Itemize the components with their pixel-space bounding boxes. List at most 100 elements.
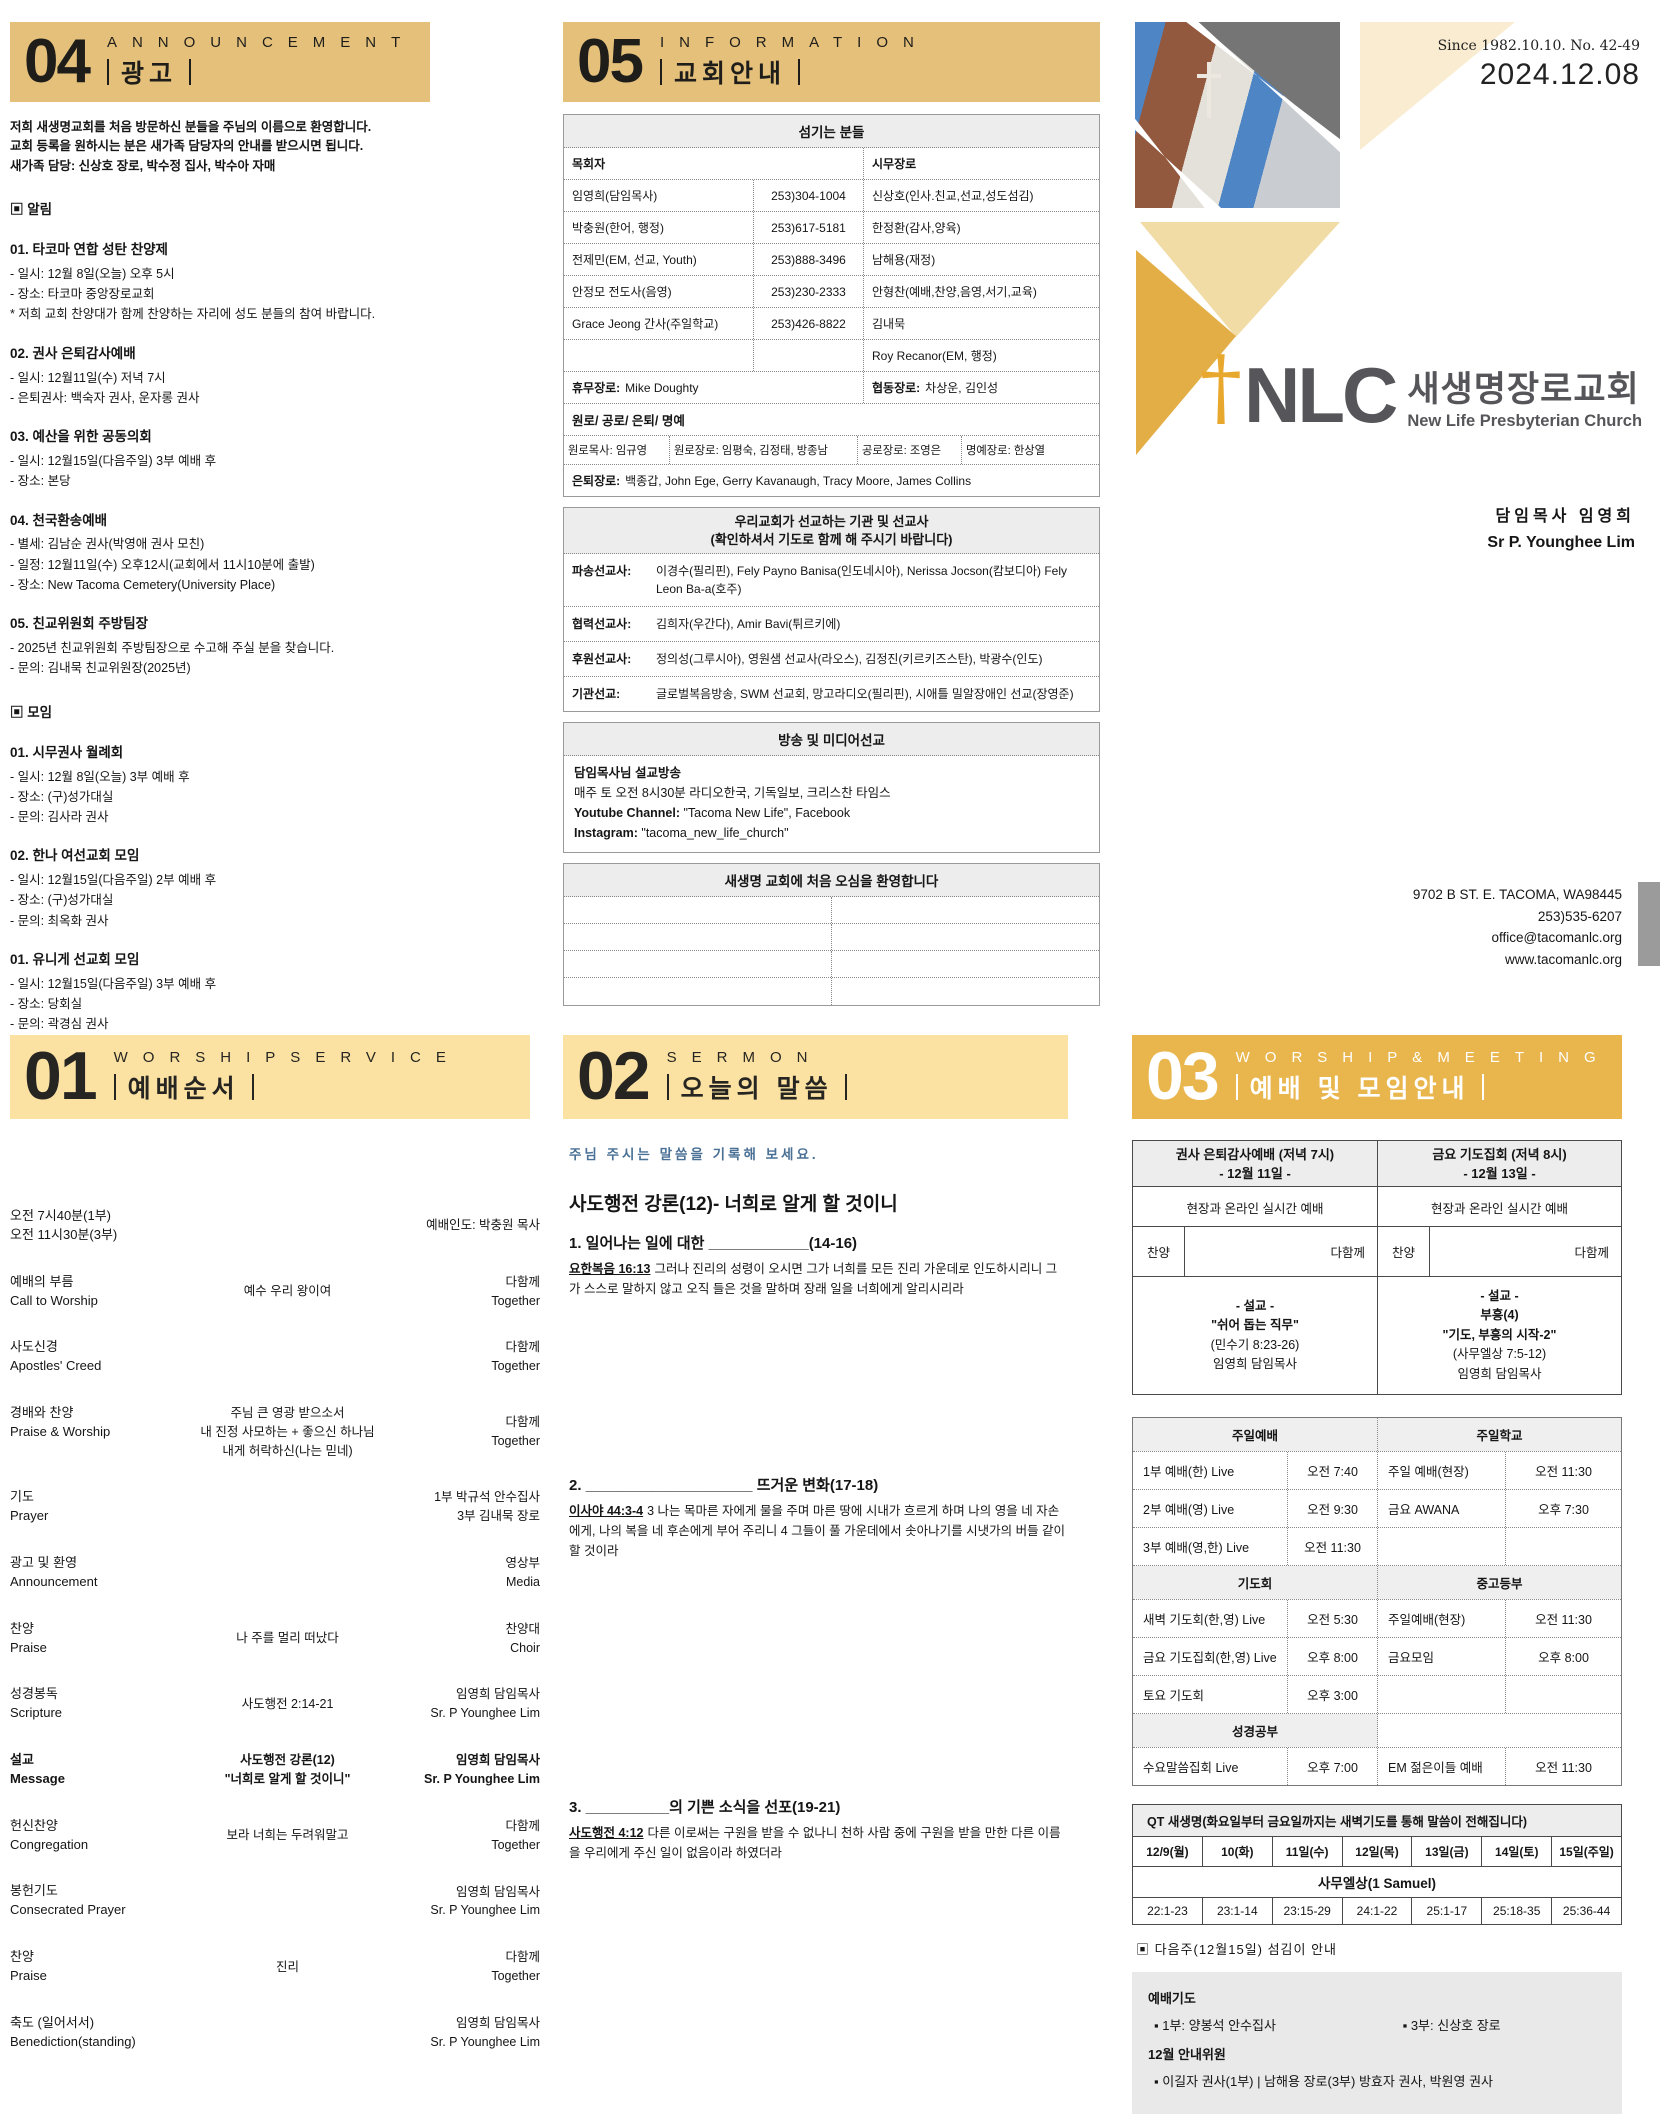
senior-pastor: 담임목사 임영희 Sr P. Younghee Lim	[1487, 504, 1635, 555]
special-services-table: 권사 은퇴감사예배 (저녁 7시) - 12월 11일 - 현장과 온라인 실시간…	[1132, 1140, 1622, 1395]
sermon-line: (사무엘상 7:5-12)	[1452, 1347, 1547, 1362]
notice-line: - 문의: 김내묵 친교위원장(2025년)	[10, 661, 191, 676]
praise-together: 다함께	[1574, 1246, 1609, 1260]
sermon-point-2: 2. ____________________ 뜨거운 변화(17-18)	[569, 1477, 879, 1494]
pastor-name: Grace Jeong 간사(주일학교)	[564, 308, 754, 339]
pastor-phone	[754, 340, 864, 371]
notice-title: 02. 권사 은퇴감사예배	[10, 345, 136, 361]
schedule-header: 성경공부	[1133, 1714, 1378, 1747]
pastor-phone: 253)426-8822	[754, 308, 864, 339]
notice-line: - 일시: 12월11일(수) 저녁 7시	[10, 370, 166, 385]
schedule-header: 기도회	[1133, 1566, 1378, 1599]
service-title: 권사 은퇴감사예배 (저녁 7시)	[1175, 1147, 1335, 1162]
notice-line: - 장소: 본당	[10, 474, 71, 489]
cross-icon: †	[1200, 337, 1242, 436]
section-04-title-ko: 광고	[106, 54, 415, 90]
rest-elder-label: 휴무장로:	[572, 381, 621, 395]
meeting-line: - 문의: 김사라 권사	[10, 810, 109, 824]
divider	[251, 1074, 254, 1100]
notice-item: 04. 천국환송예배 - 별세: 김남순 권사(박영애 권사 모친) - 일정: …	[10, 511, 430, 596]
worship-row-sermon: 설교 Message 사도행전 강론(12) "너희로 알게 할 것이니" 임영희 담임…	[10, 1752, 540, 1786]
youtube-label: Youtube Channel:	[574, 806, 681, 821]
sermon-note: 주님 주시는 말씀을 기록해 보세요.	[569, 1147, 819, 1162]
worship-row: 축도 (일어서서) Benediction(standing) 임영희 담임목사 Sr…	[10, 2014, 540, 2049]
section-04-title-en: ANNOUNCEMENT	[106, 34, 416, 51]
worship-row: 경배와 찬양 Praise & Worship 주님 큰 영광 받으소서 내 진정 사…	[10, 1405, 540, 1458]
empty-cell	[564, 978, 832, 1006]
section-05-title-en: INFORMATION	[659, 34, 929, 51]
mission-value: 이경수(필리핀), Fely Payno Banisa(인도네시아), Neri…	[656, 564, 1068, 597]
elder-name: 한정환(감사,양육)	[872, 221, 961, 235]
welcome-table-title: 새생명 교회에 처음 오심을 환영합니다	[564, 864, 1099, 898]
pastor-name: 박충원(한어, 행정)	[564, 212, 754, 243]
live-note: 현장과 온라인 실시간 예배	[1133, 1187, 1377, 1227]
section-03-band: 03 WORSHIP&MEETING 예배 및 모임안내	[1132, 1035, 1622, 1119]
section-05-number: 05	[577, 26, 644, 96]
service-title: 금요 기도집회 (저녁 8시)	[1432, 1147, 1567, 1162]
honor-title: 원로/ 공로/ 은퇴/ 명예	[572, 414, 685, 428]
sermon-verse-3: 사도행전 4:12 다른 이로써는 구원을 받을 수 없나니 천하 사람 중에 구…	[569, 1823, 1068, 1863]
schedule-header: 주일예배	[1133, 1418, 1378, 1451]
media-line: 매주 토 오전 8시30분 라디오한국, 기독일보, 크리스찬 타임스	[574, 786, 891, 801]
meeting-item: 01. 시무권사 월례회 - 일시: 12월 8일(오늘) 3부 예배 후 - 장…	[10, 743, 430, 828]
contact-block: 9702 B ST. E. TACOMA, WA98445 253)535-62…	[1413, 884, 1622, 970]
logo-text: NLC	[1244, 351, 1398, 439]
worship-row: 헌신찬양 Congregation 보라 너희는 두려워말고 다함께 Together	[10, 1817, 540, 1852]
pastor-name: 안정모 전도사(음영)	[564, 276, 754, 307]
instagram-label: Instagram:	[574, 826, 638, 841]
sermon-info: - 설교 - 부흥(4) "기도, 부흥의 시작-2" (사무엘상 7:5-12…	[1378, 1277, 1621, 1394]
church-name-ko: 새생명장로교회	[1407, 369, 1640, 409]
divider	[1235, 1074, 1238, 1100]
mission-label: 기관선교:	[572, 687, 621, 702]
meeting-title: 02. 한나 여선교회 모임	[10, 848, 140, 864]
pastor-phone: 253)888-3496	[754, 244, 864, 275]
elder-name: 남해용(재정)	[872, 253, 936, 267]
youtube-value: "Tacoma New Life", Facebook	[683, 806, 851, 821]
section-04-number: 04	[24, 26, 91, 96]
sermon-point-3: 3. __________의 기쁜 소식을 선포(19-21)	[569, 1799, 841, 1816]
meeting-line: - 일시: 12월15일(다음주일) 2부 예배 후	[10, 873, 217, 888]
cross-icon	[1197, 62, 1221, 118]
empty-cell	[1378, 1714, 1621, 1747]
welcome-intro: 저희 새생명교회를 처음 방문하신 분들을 주님의 이름으로 환영합니다. 교회…	[10, 118, 430, 176]
worship-row: 성경봉독 Scripture 사도행전 2:14-21 임영희 담임목사 Sr. P Y…	[10, 1686, 540, 1721]
meeting-line: - 장소: (구)성가대실	[10, 893, 114, 908]
notice-line: - 2025년 친교위원회 주방팀장으로 수고해 주실 분을 찾습니다.	[10, 641, 335, 656]
sermon-info: - 설교 - "쉬어 돕는 직무" (민수기 8:23-26) 임영희 담임목사	[1133, 1277, 1377, 1394]
usher-list: ▪ 이길자 권사(1부) | 남해용 장로(3부) 방효자 권사, 박원영 권사	[1154, 2074, 1494, 2089]
empty-cell	[564, 951, 832, 978]
service-date: - 12월 13일 -	[1463, 1165, 1536, 1181]
verse-ref: 사도행전 4:12	[569, 1826, 644, 1840]
meeting-line: - 문의: 곽경심 권사	[10, 1017, 109, 1032]
divider	[188, 59, 191, 85]
praise-together: 다함께	[1330, 1246, 1365, 1260]
worship-row: 찬양 Praise 진리 다함께 Together	[10, 1949, 540, 1983]
group-title-notices: ▣ 알림	[10, 202, 53, 218]
qt-table: QT 새생명(화요일부터 금요일까지는 새벽기도를 통해 말씀이 전해집니다) …	[1132, 1804, 1622, 1925]
pastor-name-en: Sr P. Younghee Lim	[1487, 533, 1635, 551]
divider	[797, 59, 800, 85]
empty-cell	[564, 924, 832, 951]
prayer-duty-3: ▪ 3부: 신상호 장로	[1402, 2018, 1501, 2033]
meeting-item: 02. 한나 여선교회 모임 - 일시: 12월15일(다음주일) 2부 예배 …	[10, 846, 430, 931]
intro-line: 새가족 담당: 신상호 장로, 박수정 집사, 박수아 자매	[10, 158, 276, 173]
section-01-title-en: WORSHIPSERVICE	[113, 1049, 461, 1066]
meeting-line: - 장소: (구)성가대실	[10, 789, 114, 804]
phone: 253)535-6207	[1537, 908, 1622, 924]
sermon-line: 임영희 담임목사	[1457, 1366, 1542, 1381]
honor-cell: 명예장로: 한상열	[966, 445, 1046, 457]
worship-row: 예배의 부름 Call to Worship 예수 우리 왕이여 다함께 Togethe…	[10, 1273, 540, 1308]
divider	[113, 1074, 116, 1100]
sermon-verse-2: 이사야 44:3-4 3 나는 목마른 자에게 물을 주며 마른 땅에 시내가 흐…	[569, 1501, 1068, 1561]
sermon-verse-1: 요한복음 16:13 그러나 진리의 성령이 오시면 그가 너희를 모든 진리 가…	[569, 1259, 1068, 1299]
section-03-title-ko: 예배 및 모임안내	[1235, 1069, 1611, 1105]
mission-table: 우리교회가 선교하는 기관 및 선교사 (확인하셔서 기도로 함께 해 주시기 …	[563, 507, 1100, 713]
qt-book: 사무엘상(1 Samuel)	[1133, 1867, 1621, 1898]
mission-value: 정의성(그루시아), 영원샘 선교사(라오스), 김정진(키르키즈스탄), 박광…	[656, 652, 1043, 667]
next-week-note: ▣ 다음주(12월15일) 섬김이 안내	[1136, 1942, 1338, 1957]
sermon-line: (민수기 8:23-26)	[1210, 1337, 1300, 1352]
panel-worship-service: 01 WORSHIPSERVICE 예배순서 오전 7시40분(1부) 오전 11…	[10, 1035, 540, 2080]
meeting-title: 01. 유니게 선교회 모임	[10, 951, 140, 967]
worship-row: 사도신경 Apostles' Creed 다함께 Together	[10, 1339, 540, 1374]
issue-date: 2024.12.08	[1479, 58, 1640, 91]
